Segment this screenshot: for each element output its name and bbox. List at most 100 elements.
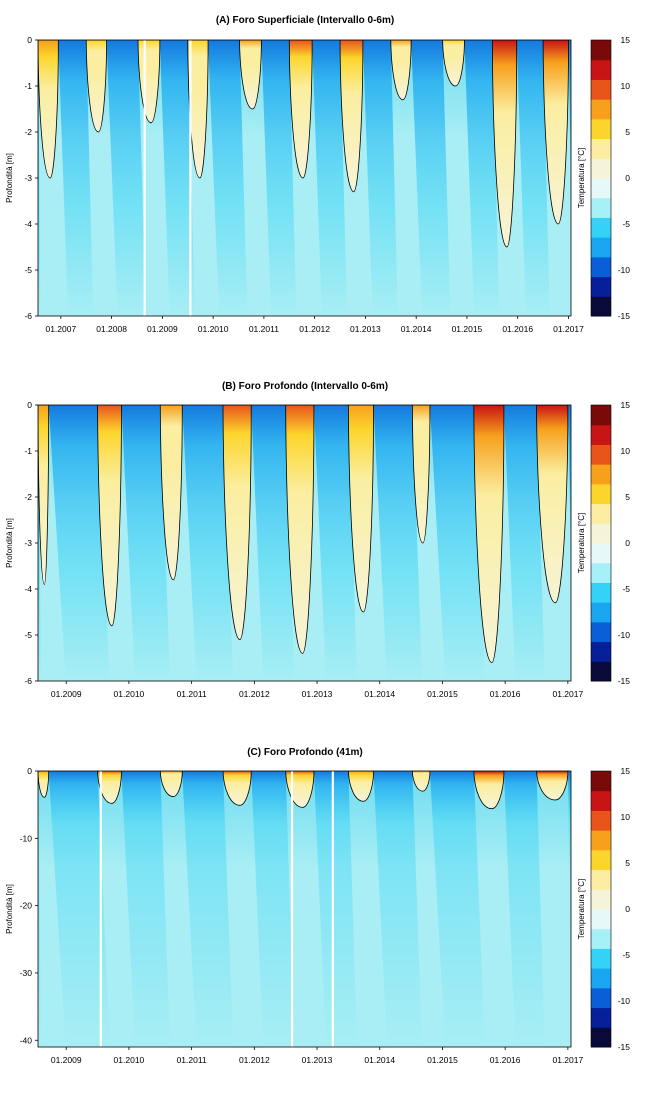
y-tick-label: -2	[24, 492, 32, 502]
x-tick-label: 01.2008	[96, 324, 127, 334]
colorbar-swatch	[591, 276, 611, 297]
thaw-season	[347, 771, 374, 802]
panel-c-y-label: Profondità [m]	[5, 884, 14, 934]
colorbar-swatch	[591, 869, 611, 890]
panel-a-colorbar: 15 10 5 0 -5 -10 -15 Temperatura [°C]	[577, 35, 630, 321]
thaw-season	[473, 405, 505, 664]
colorbar-tick-label: 0	[625, 173, 630, 183]
colorbar-swatch	[591, 1007, 611, 1028]
colorbar-swatch	[591, 79, 611, 100]
colorbar-tick-label: -15	[618, 311, 631, 321]
winter-cold-band	[58, 40, 94, 316]
colorbar-tick-label: -15	[618, 1042, 631, 1052]
colorbar-swatch	[591, 810, 611, 831]
colorbar-swatch	[591, 889, 611, 910]
winter-cold-band	[38, 405, 42, 681]
winter-cold-band	[121, 771, 170, 1047]
colorbar-swatch	[591, 928, 611, 949]
winter-cold-band	[373, 771, 423, 1047]
x-tick-label: 01.2017	[552, 689, 583, 699]
colorbar-tick-label: -5	[622, 950, 630, 960]
colorbar-swatch	[591, 968, 611, 989]
thaw-season	[411, 405, 431, 544]
thaw-season	[222, 405, 252, 641]
data-gap	[290, 771, 294, 1047]
winter-cold-band	[106, 40, 146, 316]
panel-a: (A) Foro Superficiale (Intervallo 0-6m) …	[5, 15, 630, 334]
colorbar-swatch	[591, 503, 611, 524]
colorbar-swatch	[591, 40, 611, 61]
thaw-season	[38, 40, 59, 179]
colorbar-tick-label: -5	[622, 584, 630, 594]
colorbar-label: Temperatura [°C]	[577, 148, 586, 209]
winter-cold-band	[464, 40, 500, 316]
panel-c-x-ticks: 01.2009 01.2010 01.2011 01.2012 01.2013 01.20…	[51, 1047, 583, 1065]
thaw-season	[339, 40, 364, 193]
colorbar-swatch	[591, 118, 611, 140]
colorbar-swatch	[591, 543, 611, 564]
x-tick-label: 01.2015	[427, 689, 458, 699]
y-tick-label: -5	[24, 265, 32, 275]
thaw-season	[536, 405, 569, 604]
x-tick-label: 01.2012	[239, 1055, 270, 1065]
winter-cold-band	[373, 405, 423, 681]
data-gap	[331, 771, 334, 1047]
y-tick-label: 0	[27, 35, 32, 45]
colorbar-tick-label: 5	[625, 127, 630, 137]
winter-cold-band	[567, 405, 571, 563]
x-tick-label: 01.2014	[364, 1055, 395, 1065]
thaw-season	[222, 771, 252, 806]
colorbar-swatch	[591, 1027, 611, 1048]
panel-b-title: (B) Foro Profondo (Intervallo 0-6m)	[222, 381, 388, 392]
colorbar-swatch	[591, 256, 611, 278]
panel-b-y-ticks: 0 -1 -2 -3 -4 -5 -6	[24, 400, 38, 686]
panel-c-colorbar: 15 10 5 0 -5 -10 -15 Temperatura [°C]	[577, 766, 630, 1052]
winter-cold-band	[568, 40, 571, 198]
x-tick-label: 01.2010	[114, 1055, 145, 1065]
colorbar-swatch	[591, 523, 611, 544]
colorbar-swatch	[591, 178, 611, 199]
y-tick-label: -6	[24, 311, 32, 321]
colorbar-swatch	[591, 621, 611, 643]
x-tick-label: 01.2016	[490, 689, 521, 699]
panel-b-heatmap	[38, 405, 571, 681]
thaw-season	[159, 405, 183, 581]
colorbar-swatch	[591, 444, 611, 465]
x-tick-label: 01.2016	[490, 1055, 521, 1065]
x-tick-label: 01.2013	[302, 1055, 333, 1065]
colorbar-swatch	[591, 59, 611, 80]
thaw-season	[97, 771, 122, 804]
thaw-season	[38, 771, 50, 798]
x-tick-label: 01.2017	[553, 324, 584, 334]
y-tick-label: -10	[20, 833, 33, 843]
y-tick-label: -3	[24, 538, 32, 548]
x-tick-label: 01.2009	[51, 689, 82, 699]
x-tick-label: 01.2009	[51, 1055, 82, 1065]
y-tick-label: -2	[24, 127, 32, 137]
colorbar-swatch	[591, 424, 611, 445]
colorbar-tick-label: 10	[621, 812, 631, 822]
panel-b-x-ticks: 01.2009 01.2010 01.2011 01.2012 01.2013 01.20…	[51, 681, 583, 699]
x-tick-label: 01.2013	[302, 689, 333, 699]
y-tick-label: -6	[24, 676, 32, 686]
panel-a-y-label: Profondità [m]	[5, 153, 14, 203]
data-gap	[99, 771, 102, 1047]
colorbar-tick-label: 10	[621, 446, 631, 456]
panel-a-y-ticks: 0 -1 -2 -3 -4 -5 -6	[24, 35, 38, 321]
x-tick-label: 01.2011	[177, 1055, 207, 1065]
panel-c-heatmap	[38, 771, 571, 1047]
thaw-season	[347, 405, 374, 613]
x-tick-label: 01.2007	[45, 324, 76, 334]
winter-cold-band	[411, 40, 451, 316]
thaw-season	[239, 40, 262, 110]
panel-a-title: (A) Foro Superficiale (Intervallo 0-6m)	[216, 15, 394, 26]
panel-a-x-ticks: 01.2007 01.2008 01.2009 01.2010 01.2011 01.20…	[45, 316, 584, 334]
x-tick-label: 01.2012	[299, 324, 330, 334]
colorbar-swatch	[591, 948, 611, 969]
y-tick-label: -20	[20, 901, 33, 911]
thaw-season	[491, 40, 518, 248]
y-tick-label: -4	[24, 219, 32, 229]
colorbar-tick-label: -10	[618, 996, 631, 1006]
colorbar-swatch	[591, 158, 611, 179]
y-tick-label: -3	[24, 173, 32, 183]
